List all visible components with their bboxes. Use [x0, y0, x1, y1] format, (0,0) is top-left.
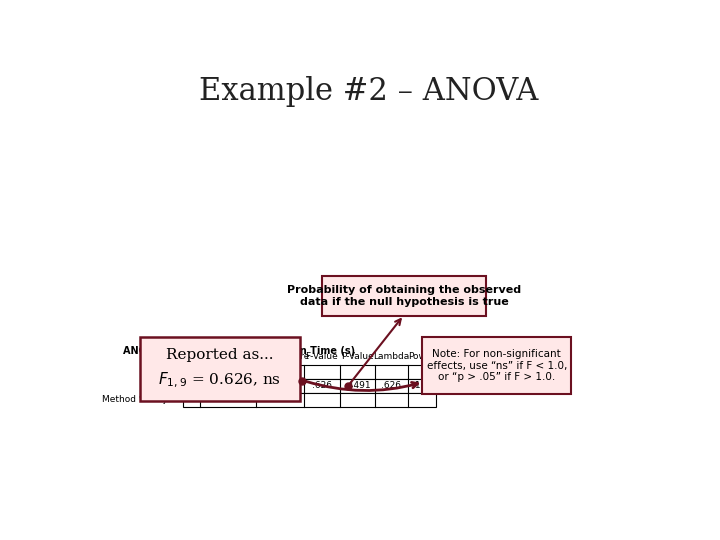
Text: 4.324: 4.324	[215, 381, 240, 390]
Text: $F_{1,9}$ = 0.626, ns: $F_{1,9}$ = 0.626, ns	[158, 371, 282, 390]
Text: P-Value: P-Value	[341, 352, 374, 361]
Text: Reported as...: Reported as...	[166, 348, 274, 362]
Text: .626: .626	[312, 381, 332, 390]
Text: Subject: Subject	[147, 368, 181, 376]
Text: 9: 9	[189, 395, 194, 404]
Text: 37.372: 37.372	[212, 368, 243, 376]
Text: 4.324: 4.324	[267, 381, 292, 390]
Text: 4.152: 4.152	[267, 368, 293, 376]
Text: .626: .626	[382, 381, 402, 390]
Text: Method: Method	[147, 381, 181, 390]
Text: Mean Square: Mean Square	[250, 352, 310, 361]
Text: F-Value: F-Value	[305, 352, 338, 361]
Text: ANOVA Table for Task Completion Time (s): ANOVA Table for Task Completion Time (s)	[122, 346, 355, 356]
FancyBboxPatch shape	[140, 338, 300, 401]
Text: .107: .107	[412, 381, 432, 390]
Text: Example #2 – ANOVA: Example #2 – ANOVA	[199, 76, 539, 107]
FancyBboxPatch shape	[322, 276, 486, 316]
FancyBboxPatch shape	[423, 338, 571, 394]
Bar	[183, 379, 436, 393]
Text: DF: DF	[186, 352, 197, 361]
Text: Sum of Squares: Sum of Squares	[192, 352, 264, 361]
Text: .4491: .4491	[345, 381, 370, 390]
Text: 62.140: 62.140	[212, 395, 243, 404]
Text: Probability of obtaining the observed
data if the null hypothesis is true: Probability of obtaining the observed da…	[287, 285, 521, 307]
Text: 6.904: 6.904	[267, 395, 293, 404]
Text: Method * Subject: Method * Subject	[102, 395, 181, 404]
Bar	[183, 393, 436, 407]
Text: Lambda: Lambda	[374, 352, 410, 361]
Text: 1: 1	[189, 381, 194, 390]
Text: Power: Power	[408, 352, 436, 361]
Text: Note: For non-significant
effects, use “ns” if F < 1.0,
or “p > .05” if F > 1.0.: Note: For non-significant effects, use “…	[427, 349, 567, 382]
Bar	[183, 365, 436, 379]
Text: 9: 9	[189, 368, 194, 376]
